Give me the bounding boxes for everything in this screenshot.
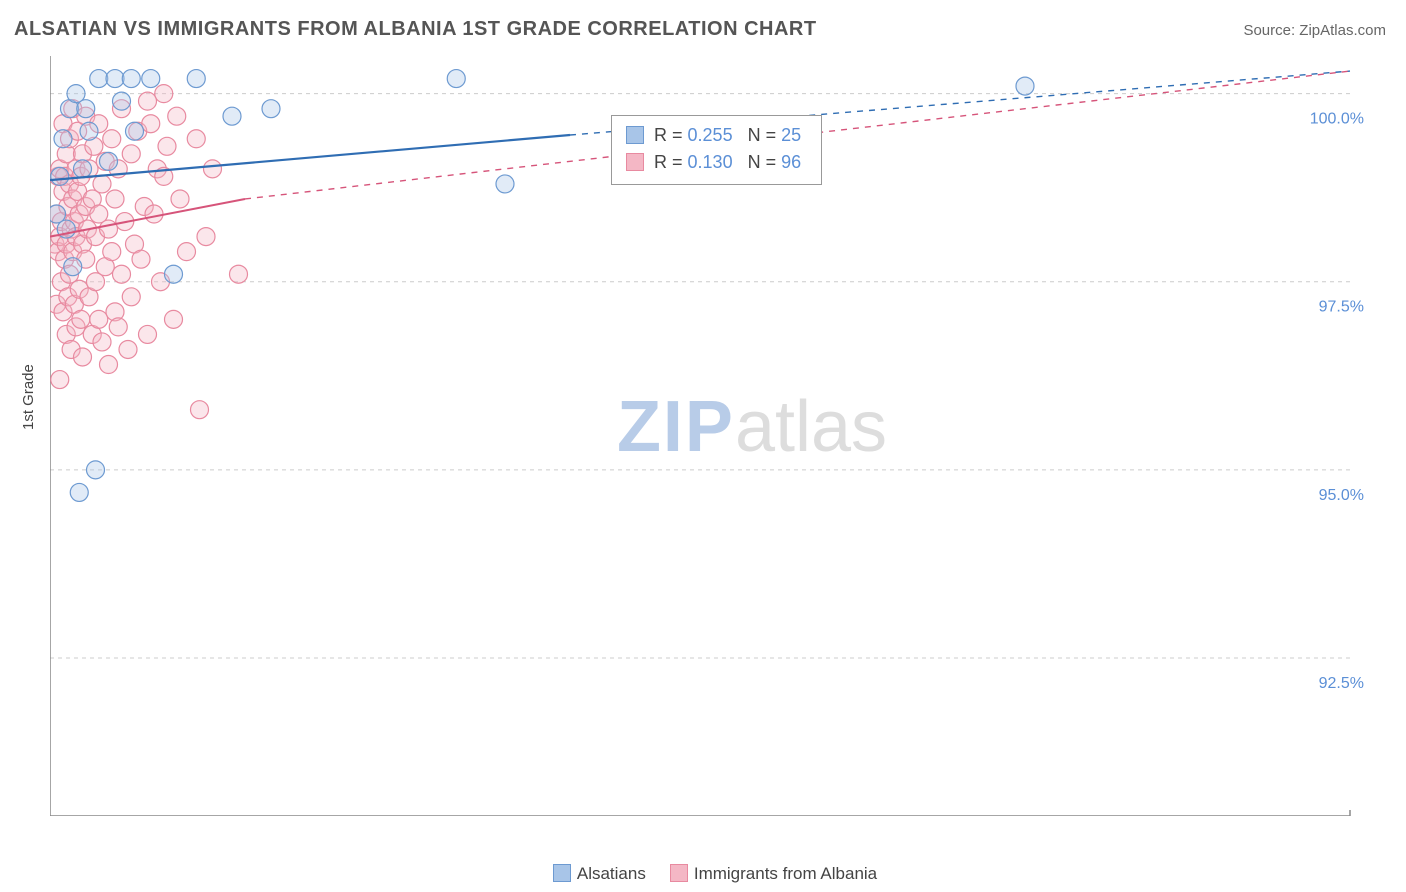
series-swatch — [626, 126, 644, 144]
legend-label: Alsatians — [577, 864, 646, 883]
legend-label: Immigrants from Albania — [694, 864, 877, 883]
stats-row: R = 0.130 N = 96 — [626, 149, 801, 176]
stats-row: R = 0.255 N = 25 — [626, 122, 801, 149]
legend-swatch — [670, 864, 688, 882]
r-value: 0.130 — [688, 152, 733, 172]
bottom-legend: Alsatians Immigrants from Albania — [0, 864, 1406, 884]
n-value: 25 — [781, 125, 801, 145]
n-label: N = — [748, 152, 777, 172]
stats-legend-box: R = 0.255 N = 25R = 0.130 N = 96 — [611, 115, 822, 185]
chart-title: ALSATIAN VS IMMIGRANTS FROM ALBANIA 1ST … — [14, 18, 817, 41]
legend-swatch — [553, 864, 571, 882]
source-label: Source: ZipAtlas.com — [1243, 22, 1386, 39]
svg-text:97.5%: 97.5% — [1319, 299, 1364, 316]
svg-text:100.0%: 100.0% — [1310, 111, 1364, 128]
svg-text:ZIPatlas: ZIPatlas — [617, 387, 887, 467]
series-swatch — [626, 153, 644, 171]
r-value: 0.255 — [688, 125, 733, 145]
svg-text:92.5%: 92.5% — [1319, 675, 1364, 692]
chart-area: 92.5%95.0%97.5%100.0%ZIPatlas0.0%40.0% R… — [50, 56, 1370, 816]
svg-text:95.0%: 95.0% — [1319, 487, 1364, 504]
r-label: R = — [654, 125, 683, 145]
n-value: 96 — [781, 152, 801, 172]
y-axis-label: 1st Grade — [20, 364, 37, 430]
n-label: N = — [748, 125, 777, 145]
r-label: R = — [654, 152, 683, 172]
